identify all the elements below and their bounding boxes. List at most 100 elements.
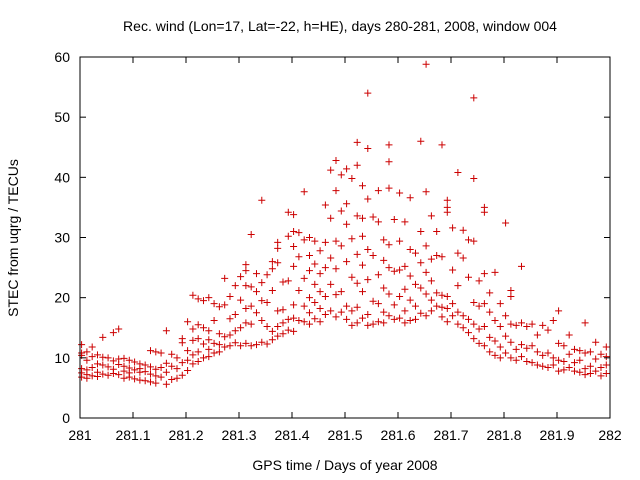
data-point <box>343 165 351 173</box>
data-point <box>274 307 282 315</box>
data-point <box>523 357 531 365</box>
data-point <box>337 242 345 250</box>
data-point <box>337 288 345 296</box>
data-point <box>374 300 382 308</box>
data-point <box>380 308 388 316</box>
data-point <box>189 325 197 333</box>
data-point <box>555 339 563 347</box>
data-point <box>300 318 308 326</box>
data-point <box>284 208 292 216</box>
data-point <box>438 313 446 321</box>
data-point <box>427 212 435 220</box>
data-point <box>327 280 335 288</box>
data-point <box>258 317 266 325</box>
data-point <box>576 347 584 355</box>
data-point <box>162 327 170 335</box>
data-point <box>327 254 335 262</box>
data-point <box>353 303 361 311</box>
data-point <box>332 291 340 299</box>
data-point <box>99 370 107 378</box>
data-point <box>576 368 584 376</box>
data-point <box>199 324 207 332</box>
data-point <box>581 349 589 357</box>
data-point <box>364 89 372 97</box>
data-point <box>104 371 112 379</box>
data-point <box>189 291 197 299</box>
x-tick-label: 281.8 <box>486 427 521 443</box>
data-point <box>242 339 250 347</box>
data-point <box>247 283 255 291</box>
data-point <box>358 314 366 322</box>
data-point <box>131 375 139 383</box>
data-point <box>592 355 600 363</box>
data-point <box>406 296 414 304</box>
data-point <box>189 351 197 359</box>
data-point <box>417 137 425 145</box>
data-point <box>316 304 324 312</box>
data-point <box>353 279 361 287</box>
data-point <box>374 318 382 326</box>
data-point <box>353 212 361 220</box>
data-point <box>480 270 488 278</box>
data-point <box>226 292 234 300</box>
data-point <box>205 336 213 344</box>
data-point <box>385 312 393 320</box>
data-point <box>311 298 319 306</box>
data-point <box>602 369 610 377</box>
data-point <box>136 368 144 376</box>
data-point <box>454 169 462 177</box>
data-point <box>237 273 245 281</box>
data-point <box>332 265 340 273</box>
data-point <box>252 309 260 317</box>
data-point <box>438 291 446 299</box>
data-point <box>252 270 260 278</box>
x-tick-label: 281.4 <box>274 427 309 443</box>
data-point <box>93 360 101 368</box>
data-point <box>205 327 213 335</box>
data-point <box>401 307 409 315</box>
data-point <box>290 314 298 322</box>
data-point <box>364 311 372 319</box>
data-point <box>385 264 393 272</box>
data-point <box>581 371 589 379</box>
data-point <box>449 224 457 232</box>
data-point <box>146 363 154 371</box>
data-point <box>454 282 462 290</box>
data-point <box>417 259 425 267</box>
data-point <box>581 319 589 327</box>
data-point <box>173 365 181 373</box>
data-point <box>353 138 361 146</box>
data-point <box>422 60 430 68</box>
data-point <box>555 307 563 315</box>
data-point <box>486 333 494 341</box>
data-point <box>178 359 186 367</box>
data-point <box>528 342 536 350</box>
data-point <box>311 280 319 288</box>
data-point <box>152 372 160 380</box>
data-point <box>295 317 303 325</box>
data-point <box>141 377 149 385</box>
data-point <box>459 254 467 262</box>
data-point <box>343 220 351 228</box>
data-point <box>401 262 409 270</box>
data-point <box>332 313 340 321</box>
data-point <box>570 367 578 375</box>
y-tick-label: 30 <box>54 230 70 246</box>
data-point <box>316 247 324 255</box>
data-point <box>120 374 128 382</box>
data-point <box>491 351 499 359</box>
data-point <box>321 292 329 300</box>
data-point <box>162 359 170 367</box>
data-point <box>146 378 154 386</box>
data-point <box>390 267 398 275</box>
data-point <box>411 302 419 310</box>
data-point <box>268 265 276 273</box>
data-point <box>364 276 372 284</box>
data-point <box>104 363 112 371</box>
data-point <box>263 271 271 279</box>
data-point <box>459 226 467 234</box>
data-point <box>549 317 557 325</box>
data-point <box>401 319 409 327</box>
data-point <box>364 144 372 152</box>
data-point <box>396 237 404 245</box>
